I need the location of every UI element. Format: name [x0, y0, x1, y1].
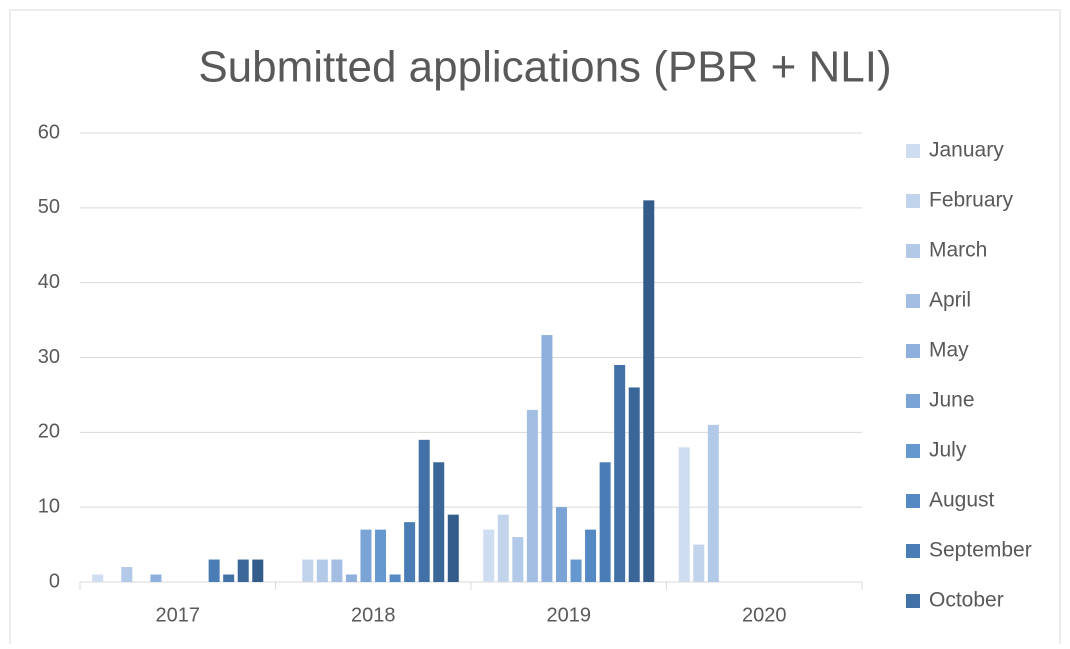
y-tick-label: 50	[38, 196, 60, 218]
legend-swatch	[906, 444, 920, 458]
bar	[526, 409, 538, 582]
bar	[331, 559, 343, 582]
bar	[512, 537, 524, 582]
x-tick-label: 2020	[742, 604, 787, 626]
y-tick-label: 20	[38, 421, 60, 443]
bar	[345, 574, 357, 582]
bar	[447, 514, 459, 582]
bar	[693, 544, 705, 582]
bar	[360, 529, 372, 582]
bar	[121, 567, 133, 582]
bar	[599, 462, 611, 582]
y-tick-label: 40	[38, 271, 60, 293]
bar	[389, 574, 401, 582]
bar	[585, 529, 597, 582]
legend-label: October	[929, 589, 1004, 612]
legend-swatch	[906, 544, 920, 558]
bar	[92, 574, 104, 582]
bar	[150, 574, 162, 582]
legend-swatch	[906, 344, 920, 358]
bar	[555, 507, 567, 582]
bar	[404, 522, 416, 582]
legend-label: February	[929, 189, 1014, 212]
chart-frame	[9, 9, 1061, 649]
bar	[375, 529, 387, 582]
legend-label: March	[929, 239, 987, 262]
bar	[643, 200, 655, 582]
bar	[252, 559, 264, 582]
bar	[237, 559, 249, 582]
x-tick-label: 2018	[351, 604, 396, 626]
y-tick-label: 10	[38, 495, 60, 517]
bar	[541, 335, 553, 582]
bar	[628, 387, 640, 582]
chart-title: Submitted applications (PBR + NLI)	[198, 43, 891, 92]
legend-swatch	[906, 294, 920, 308]
legend-swatch	[906, 194, 920, 208]
x-tick-label: 2017	[156, 604, 201, 626]
bar	[483, 529, 495, 582]
bar	[208, 559, 220, 582]
legend-label: September	[929, 539, 1032, 562]
legend-swatch	[906, 394, 920, 408]
bar	[302, 559, 314, 582]
legend-label: January	[929, 139, 1004, 162]
bar	[707, 424, 719, 582]
y-tick-label: 30	[38, 346, 60, 368]
legend-label: August	[929, 489, 995, 512]
legend-label: July	[929, 439, 967, 462]
bar	[223, 574, 235, 582]
legend-label: May	[929, 339, 969, 362]
legend-swatch	[906, 494, 920, 508]
bar	[678, 447, 690, 582]
y-tick-label: 0	[49, 570, 60, 592]
legend-label: April	[929, 289, 971, 312]
bar	[316, 559, 328, 582]
bar	[614, 364, 626, 582]
legend-swatch	[906, 144, 920, 158]
legend-swatch	[906, 594, 920, 608]
bar	[433, 462, 445, 582]
bar	[497, 514, 509, 582]
legend-swatch	[906, 244, 920, 258]
x-tick-label: 2019	[547, 604, 592, 626]
bar	[418, 439, 430, 582]
bar	[570, 559, 582, 582]
y-tick-label: 60	[38, 121, 60, 143]
legend-label: June	[929, 389, 975, 412]
